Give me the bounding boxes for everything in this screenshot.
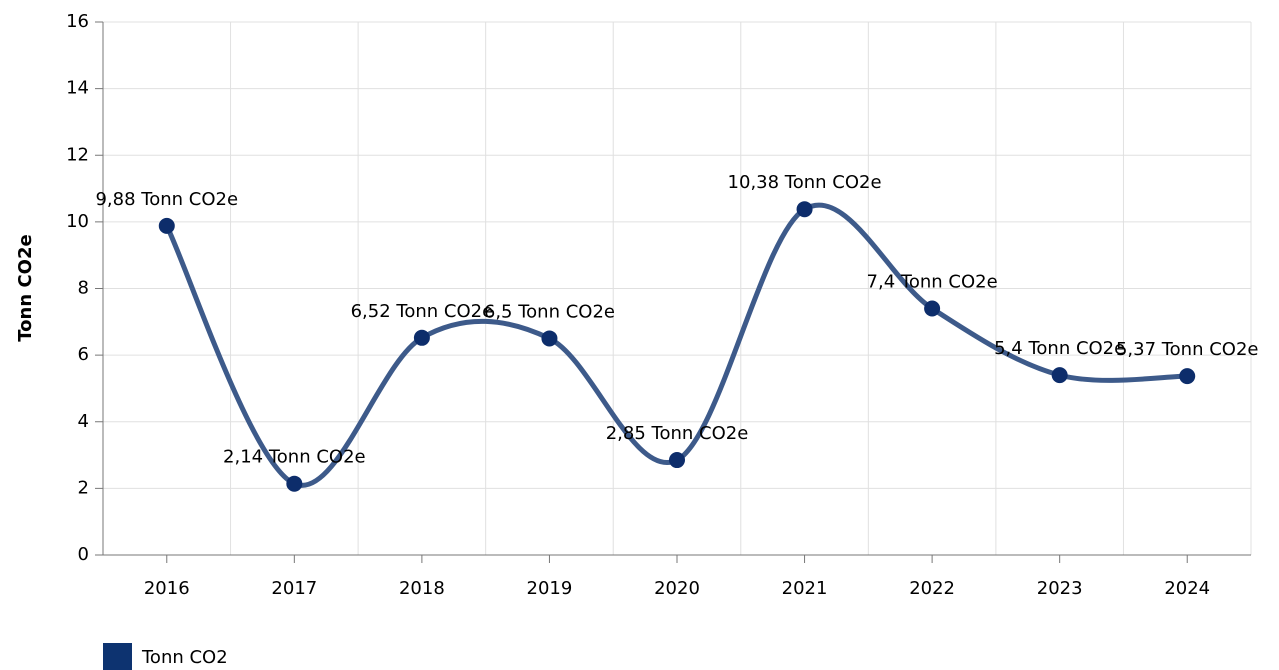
x-tick-label: 2016 xyxy=(144,578,190,599)
value-label: 2,14 Tonn CO2e xyxy=(223,447,366,468)
value-label: 5,4 Tonn CO2e xyxy=(994,338,1125,359)
value-label: 7,4 Tonn CO2e xyxy=(867,271,998,292)
point xyxy=(669,452,685,469)
point xyxy=(924,300,941,317)
y-tick-label: 6 xyxy=(78,344,89,365)
point xyxy=(158,217,175,234)
x-tick-label: 2019 xyxy=(527,578,573,599)
legend-swatch xyxy=(103,643,132,670)
point xyxy=(541,330,558,347)
x-tick-label: 2017 xyxy=(271,578,317,599)
value-label: 6,52 Tonn CO2e xyxy=(351,301,494,322)
x-tick-label: 2024 xyxy=(1164,578,1210,599)
y-tick-label: 2 xyxy=(78,477,89,498)
point xyxy=(1179,368,1196,385)
legend-label: Tonn CO2 xyxy=(141,647,228,668)
x-tick-label: 2023 xyxy=(1037,578,1083,599)
value-label: 10,38 Tonn CO2e xyxy=(728,172,882,193)
y-tick-label: 10 xyxy=(66,211,89,232)
value-label: 6,5 Tonn CO2e xyxy=(484,301,615,322)
y-tick-label: 16 xyxy=(66,11,89,32)
y-tick-label: 14 xyxy=(66,78,89,99)
point xyxy=(286,475,303,492)
x-tick-label: 2020 xyxy=(654,578,700,599)
value-label: 9,88 Tonn CO2e xyxy=(95,189,238,210)
point xyxy=(796,201,813,218)
y-tick-label: 8 xyxy=(78,278,89,299)
x-tick-label: 2021 xyxy=(782,578,828,599)
point xyxy=(1051,367,1068,384)
point xyxy=(413,329,430,346)
value-label: 5,37 Tonn CO2e xyxy=(1116,339,1259,360)
y-axis-label: Tonn CO2e xyxy=(15,234,36,341)
y-tick-label: 0 xyxy=(78,544,89,565)
y-tick-label: 12 xyxy=(66,144,89,165)
x-tick-label: 2018 xyxy=(399,578,445,599)
x-tick-label: 2022 xyxy=(909,578,955,599)
value-label: 2,85 Tonn CO2e xyxy=(606,423,749,444)
y-tick-label: 4 xyxy=(78,411,89,432)
